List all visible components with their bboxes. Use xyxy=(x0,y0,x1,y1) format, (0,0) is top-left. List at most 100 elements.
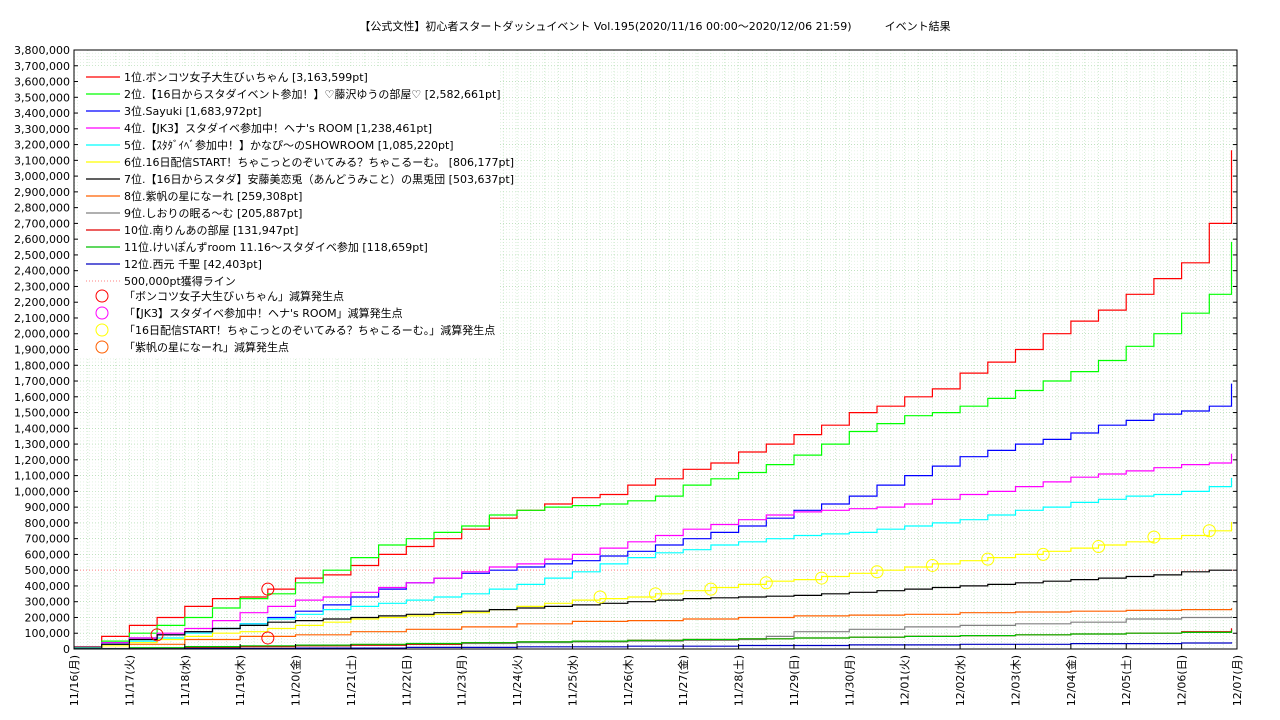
legend-label-reference: 500,000pt獲得ライン xyxy=(124,275,236,288)
y-tick-label: 3,600,000 xyxy=(14,76,70,89)
y-tick-label: 3,400,000 xyxy=(14,107,70,120)
y-tick-label: 1,500,000 xyxy=(14,407,70,420)
x-tick-label: 11/24(火) xyxy=(511,655,524,706)
y-tick-label: 1,800,000 xyxy=(14,359,70,372)
y-tick-label: 1,600,000 xyxy=(14,391,70,404)
subtraction-marker-3 xyxy=(1092,540,1106,554)
y-tick-label: 3,800,000 xyxy=(14,44,70,57)
x-tick-label: 12/06(日) xyxy=(1176,655,1189,706)
subtraction-marker-1 xyxy=(261,631,275,645)
legend-marker xyxy=(95,289,109,303)
y-tick-label: 2,800,000 xyxy=(14,202,70,215)
y-tick-label: 0 xyxy=(63,643,70,656)
y-tick-label: 2,400,000 xyxy=(14,265,70,278)
subtraction-markers xyxy=(150,524,1216,645)
legend-label-2: 2位.【16日からスタダイベント参加！】♡藤沢ゆうの部屋♡ [2,582,661… xyxy=(124,87,501,101)
subtraction-marker-3 xyxy=(649,587,662,601)
y-tick-label: 100,000 xyxy=(25,627,71,640)
y-tick-label: 1,200,000 xyxy=(14,454,70,467)
x-tick-label: 11/18(水) xyxy=(179,655,192,706)
legend-label-marker-4: 「紫帆の星になーれ」減算発生点 xyxy=(124,340,289,354)
x-tick-label: 11/19(木) xyxy=(234,655,247,706)
grid xyxy=(73,50,1238,650)
series-line-1 xyxy=(74,150,1233,648)
series-line-8 xyxy=(74,608,1233,650)
subtraction-marker-3 xyxy=(704,582,718,596)
y-tick-label: 2,900,000 xyxy=(14,186,70,199)
y-tick-label: 2,700,000 xyxy=(14,217,70,230)
subtraction-marker-1 xyxy=(261,582,275,596)
y-tick-label: 2,500,000 xyxy=(14,249,70,262)
y-tick-label: 400,000 xyxy=(25,580,71,593)
subtraction-marker-3 xyxy=(759,576,773,590)
y-tick-label: 1,700,000 xyxy=(14,375,70,388)
x-tick-label: 12/03(木) xyxy=(1009,655,1022,706)
x-tick-label: 11/28(土) xyxy=(733,655,746,706)
subtraction-marker-3 xyxy=(1147,530,1161,544)
x-tick-label: 11/26(木) xyxy=(622,655,635,706)
subtraction-marker-1 xyxy=(150,628,164,642)
subtraction-marker-3 xyxy=(1036,547,1050,561)
y-tick-label: 2,100,000 xyxy=(14,312,70,325)
legend-label-6: 6位.16日配信START！ちゃこっとのぞいてみる？ちゃこるーむ。 [806,1… xyxy=(124,155,514,169)
legend-label-10: 10位.南りんあの部屋 [131,947pt] xyxy=(124,223,298,237)
legend-marker xyxy=(95,340,109,354)
y-tick-label: 3,000,000 xyxy=(14,170,70,183)
legend-label-1: 1位.ボンコツ女子大生びぃちゃん [3,163,599pt] xyxy=(124,70,368,84)
y-tick-label: 500,000 xyxy=(25,564,71,577)
y-tick-label: 3,700,000 xyxy=(14,60,70,73)
y-axis-ticks: 0 100,000 200,000 300,000 400,000 500,000 600,… xyxy=(14,44,1237,656)
series-line-5 xyxy=(74,477,1233,648)
x-tick-label: 11/16(月) xyxy=(68,655,81,706)
legend-marker xyxy=(95,323,109,337)
y-tick-label: 900,000 xyxy=(25,501,71,514)
legend-marker xyxy=(95,306,109,320)
legend-label-3: 3位.Sayuki [1,683,972pt] xyxy=(124,104,261,118)
x-tick-label: 12/01(火) xyxy=(899,655,912,706)
y-tick-label: 2,200,000 xyxy=(14,296,70,309)
series-line-3 xyxy=(74,383,1233,648)
subtraction-marker-3 xyxy=(981,552,995,566)
y-tick-label: 600,000 xyxy=(25,548,71,561)
x-tick-label: 12/02(水) xyxy=(954,655,967,706)
chart-title: 【公式文性】初心者スタートダッシュイベント Vol.195(2020/11/16… xyxy=(359,19,950,33)
subtraction-marker-3 xyxy=(1202,524,1216,538)
x-tick-label: 11/17(火) xyxy=(123,655,136,706)
legend: 1位.ボンコツ女子大生びぃちゃん [3,163,599pt] 2位.【16日からス… xyxy=(80,66,514,358)
y-tick-label: 200,000 xyxy=(25,611,71,624)
x-tick-label: 11/27(金) xyxy=(676,655,690,706)
y-tick-label: 3,200,000 xyxy=(14,139,70,152)
series-line-6 xyxy=(74,521,1233,649)
y-tick-label: 1,000,000 xyxy=(14,485,70,498)
series-line-4 xyxy=(74,453,1233,648)
legend-label-12: 12位.西元 千聖 [42,403pt] xyxy=(124,257,262,271)
y-tick-label: 800,000 xyxy=(25,517,71,530)
x-tick-label: 11/25(水) xyxy=(566,655,579,706)
x-tick-label: 12/05(土) xyxy=(1120,655,1133,706)
subtraction-marker-3 xyxy=(593,590,607,604)
y-tick-label: 700,000 xyxy=(25,533,71,546)
series-line-2 xyxy=(74,241,1233,648)
legend-label-11: 11位.けいぽんずroom 11.16～スタダイベ参加 [118,659pt] xyxy=(124,240,428,254)
legend-label-8: 8位.紫帆の星になーれ [259,308pt] xyxy=(124,189,302,203)
subtraction-marker-3 xyxy=(870,565,884,579)
legend-label-marker-1: 「ボンコツ女子大生びぃちゃん」減算発生点 xyxy=(124,289,344,303)
y-tick-label: 1,400,000 xyxy=(14,422,70,435)
legend-label-4: 4位.【JK3】スタダイベ参加中！ヘナ's ROOM [1,238,461pt] xyxy=(124,121,432,135)
x-tick-label: 11/22(日) xyxy=(400,655,413,706)
legend-label-5: 5位.【ｽﾀﾀﾞｲﾍﾞ参加中！】かなぴ～のSHOWROOM [1,085,220… xyxy=(124,138,454,152)
y-tick-label: 3,500,000 xyxy=(14,91,70,104)
y-tick-label: 2,600,000 xyxy=(14,233,70,246)
subtraction-marker-3 xyxy=(815,571,829,585)
y-tick-label: 3,100,000 xyxy=(14,154,70,167)
x-axis-ticks: 11/16(月) 11/17(火) 11/18(水) 11/19(木) 11/20(金)… xyxy=(68,644,1244,706)
x-tick-label: 11/21(土) xyxy=(345,655,358,706)
x-tick-label: 11/30(月) xyxy=(843,655,856,706)
x-tick-label: 11/20(金) xyxy=(289,655,303,706)
legend-box xyxy=(80,66,500,358)
legend-label-9: 9位.しおりの眠る～む [205,887pt] xyxy=(124,206,302,220)
y-tick-label: 2,300,000 xyxy=(14,280,70,293)
y-tick-label: 1,900,000 xyxy=(14,344,70,357)
y-tick-label: 2,000,000 xyxy=(14,328,70,341)
